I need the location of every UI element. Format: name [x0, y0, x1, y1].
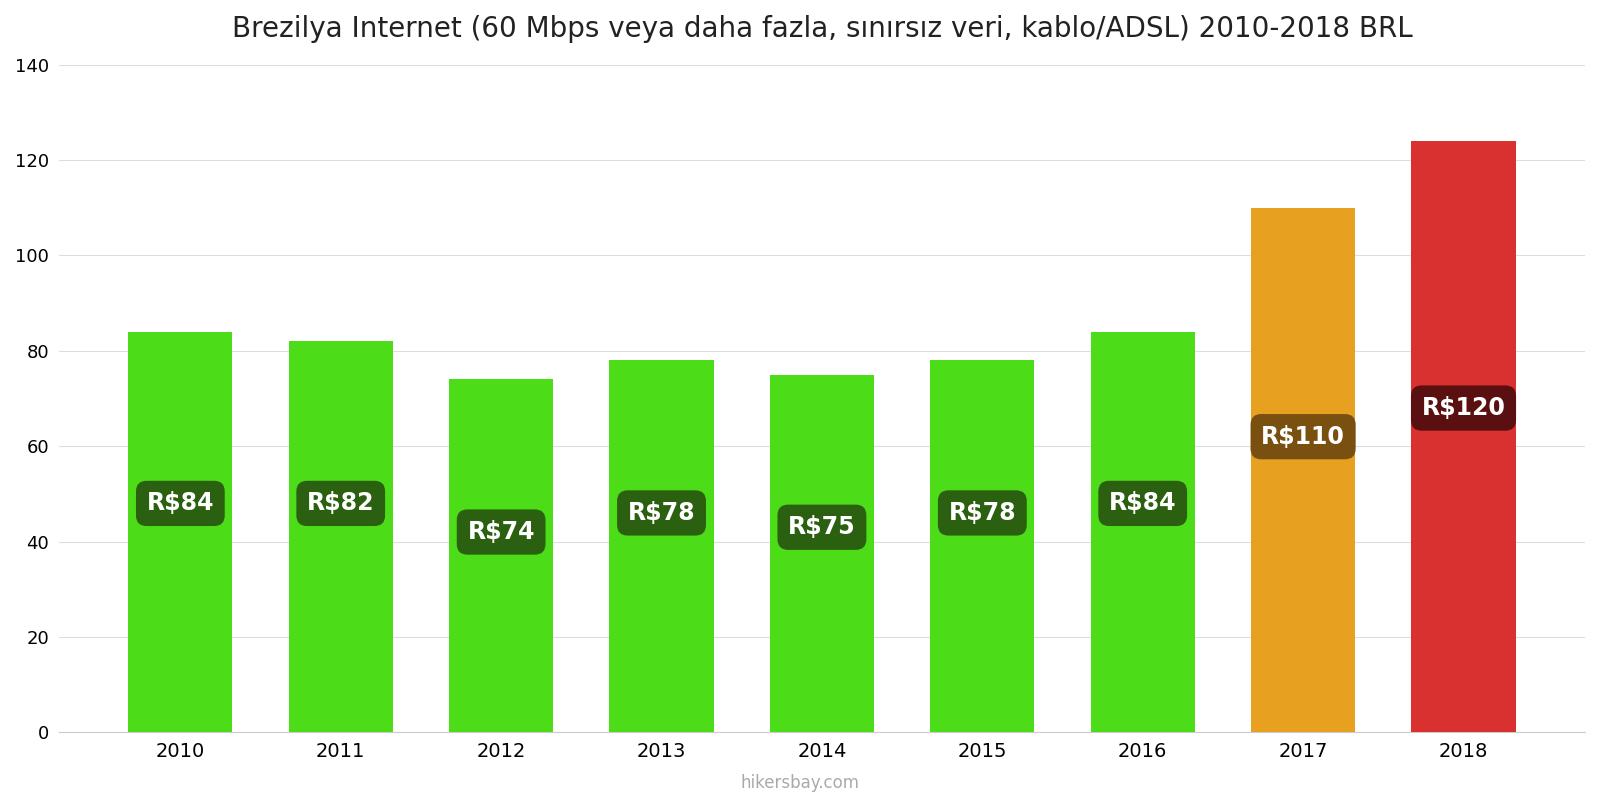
Text: hikersbay.com: hikersbay.com: [741, 774, 859, 792]
Text: R$78: R$78: [949, 501, 1016, 525]
Title: Brezilya Internet (60 Mbps veya daha fazla, sınırsız veri, kablo/ADSL) 2010-2018: Brezilya Internet (60 Mbps veya daha faz…: [232, 15, 1413, 43]
Text: R$84: R$84: [147, 491, 214, 515]
Text: R$120: R$120: [1421, 396, 1506, 420]
Bar: [128, 332, 232, 732]
Text: R$82: R$82: [307, 491, 374, 515]
Text: R$78: R$78: [627, 501, 696, 525]
Text: R$110: R$110: [1261, 425, 1346, 449]
Bar: [1251, 208, 1355, 732]
Bar: [610, 360, 714, 732]
Text: R$84: R$84: [1109, 491, 1176, 515]
Text: R$74: R$74: [467, 520, 534, 544]
Bar: [450, 379, 554, 732]
Bar: [770, 374, 874, 732]
Bar: [930, 360, 1035, 732]
Bar: [1091, 332, 1195, 732]
Bar: [1411, 141, 1515, 732]
Text: R$75: R$75: [789, 515, 856, 539]
Bar: [288, 342, 394, 732]
